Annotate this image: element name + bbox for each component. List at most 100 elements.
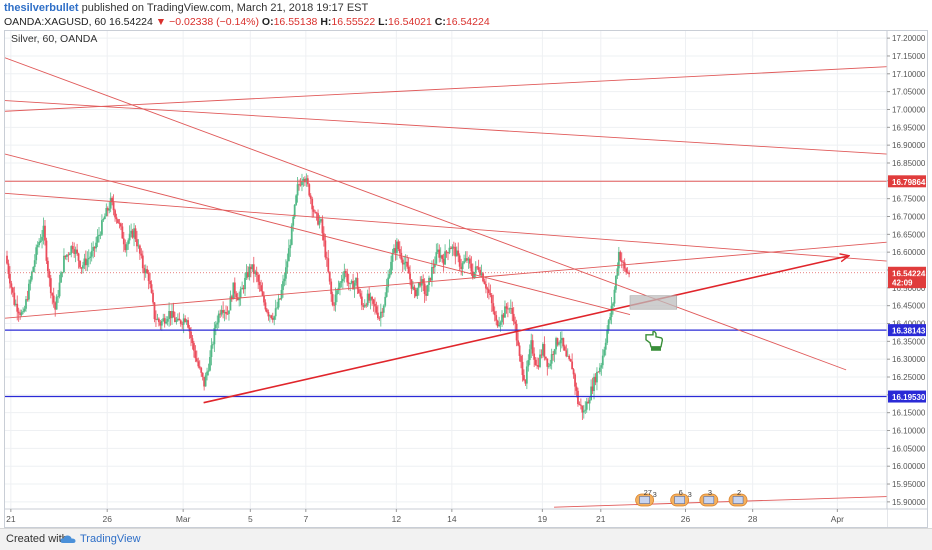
candle-down — [146, 269, 149, 274]
candle-down — [49, 278, 52, 294]
candle-up — [102, 219, 105, 221]
candle-up — [168, 310, 170, 319]
candle-up — [285, 267, 287, 279]
event-extra: 3 — [688, 490, 692, 499]
candle-down — [628, 272, 630, 275]
candle-up — [613, 289, 616, 304]
candle-down — [466, 258, 468, 261]
candle-down — [452, 246, 455, 248]
candle-up — [162, 318, 165, 321]
trend-line — [554, 496, 888, 508]
candle-up — [558, 343, 560, 345]
candle-up — [480, 273, 483, 276]
candle-up — [160, 320, 163, 326]
candle-down — [93, 246, 96, 249]
price-tick-label: 16.40000 — [892, 320, 926, 329]
candle-up — [350, 280, 353, 284]
high-value: 16.55522 — [331, 16, 376, 28]
price-tick-label: 15.90000 — [892, 498, 926, 507]
candle-down — [16, 303, 19, 312]
chart-pane[interactable]: 27 3 6 3 3 2 Silver, 60, OANDA 17.20000 17.15000… — [4, 30, 928, 528]
created-with-label: Created with — [6, 533, 68, 545]
candle-down — [138, 245, 141, 254]
candle-up — [343, 271, 346, 279]
candle-down — [322, 233, 325, 241]
candle-down — [442, 258, 445, 265]
candle-up — [282, 281, 284, 290]
candle-down — [187, 320, 189, 328]
candle-down — [197, 361, 200, 367]
candle-down — [476, 266, 479, 268]
candle-up — [561, 337, 563, 341]
candle-down — [397, 241, 400, 250]
candle-down — [514, 321, 517, 324]
candle-down — [44, 225, 46, 241]
candle-down — [619, 251, 622, 261]
candle-up — [617, 251, 620, 269]
price-tick-label: 16.00000 — [892, 462, 926, 471]
candle-down — [299, 184, 302, 186]
candle-up — [395, 241, 398, 253]
candle-up — [133, 228, 135, 238]
candle-down — [271, 318, 274, 320]
candle-up — [176, 318, 179, 321]
candle-up — [417, 282, 420, 288]
candle-up — [499, 322, 502, 325]
candle-down — [543, 344, 546, 357]
chart-title: Silver, 60, OANDA — [11, 33, 97, 45]
candle-up — [528, 349, 531, 361]
candle-up — [229, 296, 232, 311]
candle-down — [333, 304, 335, 306]
trend-line — [5, 100, 888, 155]
candle-down — [368, 293, 371, 301]
candle-down — [264, 302, 267, 310]
candle-down — [540, 354, 543, 356]
candle-down — [267, 311, 270, 317]
price-label-badge — [888, 324, 926, 337]
candle-down — [10, 283, 13, 288]
candle-up — [550, 354, 553, 364]
candle-down — [469, 258, 471, 264]
publish-info: thesilverbullet published on TradingView… — [4, 2, 368, 14]
candle-down — [64, 255, 67, 257]
candle-down — [502, 314, 505, 318]
candle-up — [216, 322, 219, 325]
candle-up — [210, 345, 213, 358]
time-tick-label: 21 — [596, 514, 606, 524]
candle-down — [523, 375, 525, 381]
candle-down — [112, 202, 115, 211]
time-tick-label: 7 — [303, 514, 308, 524]
candle-up — [286, 261, 289, 268]
us-flag-icon — [732, 496, 744, 504]
candle-down — [26, 299, 29, 300]
candle-up — [416, 287, 419, 296]
candle-up — [320, 219, 322, 221]
candle-up — [274, 308, 277, 317]
candle-down — [377, 312, 379, 318]
candle-down — [394, 248, 397, 253]
candle-down — [190, 331, 192, 339]
price-tick-label: 16.25000 — [892, 373, 926, 382]
candle-down — [203, 376, 206, 387]
candle-up — [68, 253, 71, 256]
candle-down — [121, 226, 124, 239]
candle-up — [165, 321, 168, 324]
candle-down — [80, 267, 83, 269]
tradingview-brand[interactable]: TradingView — [80, 533, 141, 545]
candle-down — [120, 223, 122, 227]
candle-down — [492, 303, 495, 312]
candle-down — [331, 294, 334, 305]
candle-up — [38, 241, 41, 246]
candle-down — [226, 313, 229, 315]
candle-up — [74, 249, 77, 254]
candle-down — [518, 345, 521, 356]
close-value: 16.54224 — [445, 16, 490, 28]
event-count: 2 — [737, 488, 741, 497]
candle-down — [325, 257, 328, 259]
candle-down — [252, 264, 255, 274]
candle-up — [384, 296, 387, 306]
author-link[interactable]: thesilverbullet — [4, 2, 79, 14]
candle-up — [241, 287, 244, 290]
candle-up — [585, 401, 588, 410]
